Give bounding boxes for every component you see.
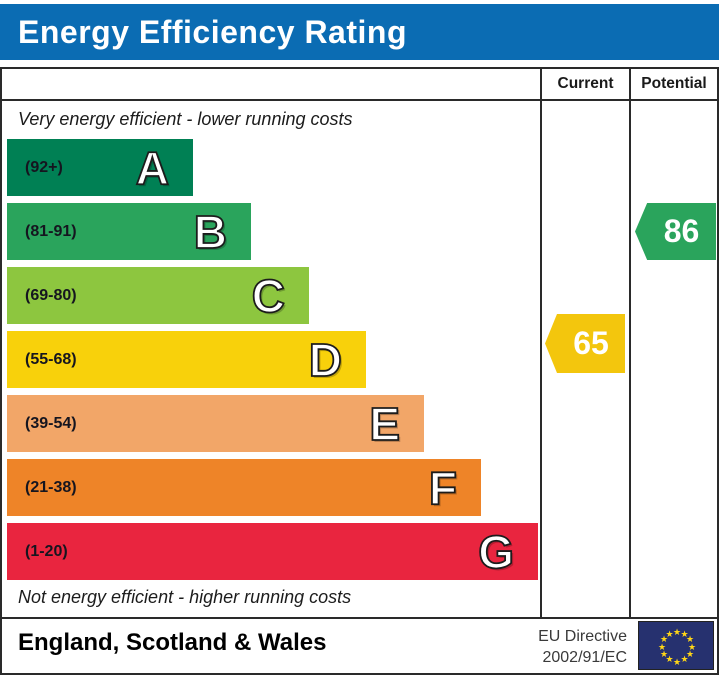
- current-rating-arrow: 65: [545, 314, 625, 373]
- band-letter: E: [368, 397, 400, 451]
- eu-flag-star: ★: [665, 654, 674, 665]
- band-range-label: (21-38): [25, 478, 77, 496]
- footer-region-label: England, Scotland & Wales: [18, 629, 327, 656]
- band-letter: B: [193, 205, 228, 259]
- chart-frame: [0, 67, 719, 675]
- eu-flag-star: ★: [680, 654, 689, 665]
- eu-flag-star: ★: [687, 641, 697, 652]
- footer-row-divider: [0, 617, 719, 619]
- eu-flag-star: ★: [657, 641, 667, 652]
- eu-flag-star: ★: [659, 649, 669, 659]
- band-letter: C: [251, 269, 286, 323]
- bottom-note: Not energy efficient - higher running co…: [18, 587, 352, 607]
- eu-flag-star: ★: [665, 628, 674, 639]
- eu-directive-label: EU Directive 2002/91/EC: [480, 626, 627, 668]
- band-range-label: (81-91): [25, 222, 77, 240]
- potential-rating-arrow: 86: [635, 203, 716, 260]
- band-range-label: (55-68): [25, 350, 77, 368]
- eu-flag-star: ★: [685, 649, 695, 659]
- title-bar: Energy Efficiency Rating: [0, 4, 719, 60]
- potential-rating-value: 86: [663, 213, 700, 249]
- eu-flag-star: ★: [672, 656, 682, 667]
- band-letter: G: [477, 525, 515, 579]
- band-range-label: (69-80): [25, 286, 77, 304]
- band-letter: A: [135, 141, 170, 195]
- band-range-label: (39-54): [25, 414, 77, 432]
- potential-column-divider: [629, 67, 631, 617]
- band-row-c: (69-80) C: [7, 267, 309, 324]
- band-row-a: (92+) A: [7, 139, 193, 196]
- current-column-divider: [540, 67, 542, 617]
- eu-directive-line2: 2002/91/EC: [542, 649, 627, 666]
- band-letter: D: [308, 333, 343, 387]
- band-range-label: (1-20): [25, 542, 68, 560]
- band-row-e: (39-54) E: [7, 395, 424, 452]
- band-row-g: (1-20) G: [7, 523, 538, 580]
- eu-flag-star: ★: [672, 626, 682, 637]
- eu-flag-star: ★: [659, 634, 669, 644]
- eu-directive-line1: EU Directive: [538, 628, 627, 645]
- current-rating-value: 65: [573, 325, 609, 361]
- band-row-b: (81-91) B: [7, 203, 251, 260]
- band-row-d: (55-68) D: [7, 331, 366, 388]
- eu-flag-star: ★: [685, 634, 695, 644]
- header-row-divider: [0, 99, 719, 101]
- column-header-potential: Potential: [641, 75, 707, 92]
- band-range-label: (92+): [25, 158, 63, 176]
- band-row-f: (21-38) F: [7, 459, 481, 516]
- band-letter: F: [428, 461, 458, 515]
- eu-flag-icon: ★ ★ ★ ★ ★ ★ ★ ★ ★ ★ ★ ★: [638, 621, 714, 670]
- eu-flag-star: ★: [680, 628, 689, 639]
- column-header-current: Current: [557, 75, 614, 92]
- top-note: Very energy efficient - lower running co…: [18, 109, 353, 129]
- page-title: Energy Efficiency Rating: [18, 14, 407, 50]
